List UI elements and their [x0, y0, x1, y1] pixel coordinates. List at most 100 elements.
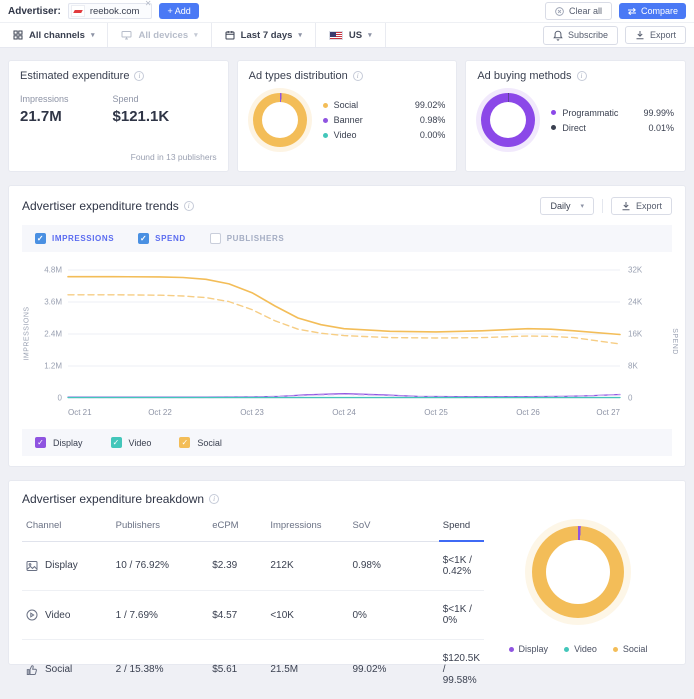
expenditure-breakdown-panel: Advertiser expenditure breakdown i Chann…	[8, 480, 686, 665]
calendar-icon	[225, 30, 235, 40]
legend-dot	[564, 647, 569, 652]
bell-icon	[553, 30, 563, 41]
checkbox-checked-icon	[35, 437, 46, 448]
channels-grid-icon	[13, 30, 23, 40]
legend-dot	[613, 647, 618, 652]
column-header-sov[interactable]: SoV	[349, 510, 439, 541]
table-row-display[interactable]: Display 10 / 76.92% $2.39 212K 0.98% $<1…	[22, 541, 484, 591]
legend-dot	[323, 118, 328, 123]
export-button-top[interactable]: Export	[625, 26, 686, 44]
metric-toggles: IMPRESSIONS SPEND PUBLISHERS	[22, 225, 672, 252]
column-header-ecpm[interactable]: eCPM	[208, 510, 266, 541]
svg-text:1.2M: 1.2M	[44, 362, 62, 371]
export-chart-button[interactable]: Export	[611, 197, 672, 215]
trend-chart-area: IMPRESSIONS SPEND 001.2M8K2.4M16K3.6M24K…	[22, 258, 672, 427]
breakdown-table: Channel Publishers eCPM Impressions SoV …	[22, 510, 484, 699]
legend-item[interactable]: Programmatic 99.99%	[551, 105, 674, 120]
ad-buying-title: Ad buying methods	[477, 70, 571, 82]
ad-types-title: Ad types distribution	[249, 70, 348, 82]
svg-text:16K: 16K	[628, 330, 643, 339]
svg-text:Oct 21: Oct 21	[68, 408, 92, 417]
devices-filter[interactable]: All devices▾	[108, 23, 211, 47]
clear-all-button[interactable]: Clear all	[545, 2, 612, 20]
svg-text:24K: 24K	[628, 298, 643, 307]
svg-text:32K: 32K	[628, 266, 643, 275]
svg-text:Oct 26: Oct 26	[516, 408, 540, 417]
breakdown-donut-chart	[532, 526, 624, 618]
svg-text:Oct 24: Oct 24	[332, 408, 356, 417]
download-icon	[635, 30, 645, 40]
legend-item[interactable]: Video 0.00%	[323, 128, 446, 143]
channel-legend: Display Video Social	[22, 429, 672, 456]
devices-monitor-icon	[121, 30, 132, 40]
svg-text:4.8M: 4.8M	[44, 266, 62, 275]
svg-text:Oct 25: Oct 25	[424, 408, 448, 417]
remove-advertiser-icon[interactable]: ✕	[145, 0, 152, 8]
column-header-spend[interactable]: Spend	[439, 510, 484, 541]
table-row-video[interactable]: Video 1 / 7.69% $4.57 <10K 0% $<1K / 0%	[22, 591, 484, 640]
trend-line-chart[interactable]: 001.2M8K2.4M16K3.6M24K4.8M32KOct 21Oct 2…	[22, 258, 672, 424]
info-icon[interactable]: i	[134, 71, 144, 81]
advertiser-label: Advertiser:	[8, 6, 61, 17]
svg-text:Oct 23: Oct 23	[240, 408, 264, 417]
checkbox-checked-icon	[179, 437, 190, 448]
video-legend-toggle[interactable]: Video	[111, 437, 152, 448]
svg-text:3.6M: 3.6M	[44, 298, 62, 307]
compare-button[interactable]: Compare	[619, 3, 686, 19]
checkbox-unchecked-icon	[210, 233, 221, 244]
social-legend-toggle[interactable]: Social	[179, 437, 222, 448]
checkbox-checked-icon	[35, 233, 46, 244]
legend-dot	[323, 133, 328, 138]
legend-dot	[323, 103, 328, 108]
display-channel-icon	[26, 560, 38, 572]
table-row-social[interactable]: Social 2 / 15.38% $5.61 21.5M 99.02% $12…	[22, 640, 484, 699]
svg-text:2.4M: 2.4M	[44, 330, 62, 339]
svg-text:Oct 22: Oct 22	[148, 408, 172, 417]
legend-dot	[551, 110, 556, 115]
column-header-channel[interactable]: Channel	[22, 510, 112, 541]
ad-buying-card: Ad buying methods i Programmatic 99.99% …	[465, 60, 686, 172]
svg-text:0: 0	[628, 394, 633, 403]
legend-item-display: Display	[509, 644, 549, 654]
clear-circle-icon	[555, 7, 564, 16]
svg-text:8K: 8K	[628, 362, 638, 371]
legend-item[interactable]: Banner 0.98%	[323, 113, 446, 128]
us-flag-icon	[329, 31, 343, 40]
add-advertiser-button[interactable]: + Add	[159, 3, 198, 19]
top-bar: Advertiser: reebok.com ✕ + Add Clear all…	[0, 0, 694, 22]
right-axis-label: SPEND	[671, 328, 678, 355]
legend-item-social: Social	[613, 644, 648, 654]
svg-text:Oct 27: Oct 27	[596, 408, 620, 417]
advertiser-chip-label: reebok.com	[90, 6, 140, 17]
display-legend-toggle[interactable]: Display	[35, 437, 83, 448]
summary-cards: Estimated expenditure i Impressions 21.7…	[0, 48, 694, 172]
channels-filter[interactable]: All channels▾	[0, 23, 108, 47]
impressions-toggle[interactable]: IMPRESSIONS	[35, 233, 114, 244]
publishers-toggle[interactable]: PUBLISHERS	[210, 233, 285, 244]
checkbox-checked-icon	[111, 437, 122, 448]
column-header-publishers[interactable]: Publishers	[112, 510, 209, 541]
legend-item[interactable]: Direct 0.01%	[551, 120, 674, 135]
compare-arrows-icon	[627, 7, 637, 16]
date-range-filter[interactable]: Last 7 days▾	[212, 23, 316, 47]
info-icon[interactable]: i	[184, 201, 194, 211]
info-icon[interactable]: i	[209, 494, 219, 504]
info-icon[interactable]: i	[577, 71, 587, 81]
divider	[602, 199, 603, 213]
expenditure-trends-panel: Advertiser expenditure trends i Daily▾ E…	[8, 185, 686, 467]
country-filter[interactable]: US▾	[316, 23, 386, 47]
advertiser-chip[interactable]: reebok.com ✕	[68, 3, 153, 19]
left-axis-label: IMPRESSIONS	[24, 306, 31, 360]
publishers-footnote: Found in 13 publishers	[131, 152, 217, 162]
estimated-expenditure-title: Estimated expenditure	[20, 70, 129, 82]
breakdown-title: Advertiser expenditure breakdown	[22, 492, 204, 506]
spend-toggle[interactable]: SPEND	[138, 233, 186, 244]
checkbox-checked-icon	[138, 233, 149, 244]
legend-item[interactable]: Social 99.02%	[323, 98, 446, 113]
info-icon[interactable]: i	[353, 71, 363, 81]
column-header-impressions[interactable]: Impressions	[266, 510, 348, 541]
legend-dot	[551, 125, 556, 130]
subscribe-button[interactable]: Subscribe	[543, 26, 618, 45]
period-select[interactable]: Daily▾	[540, 197, 594, 215]
spend-label: Spend	[113, 94, 170, 104]
